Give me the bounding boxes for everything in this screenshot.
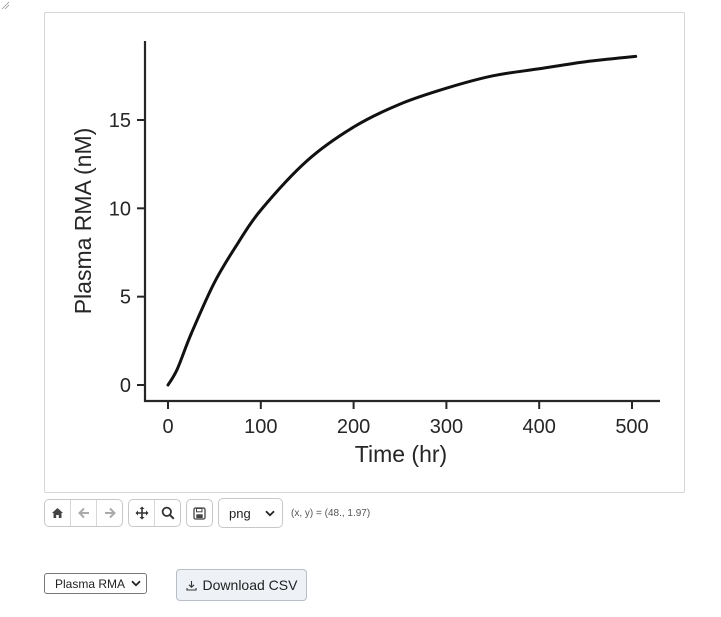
x-tick-label: 500 [615,416,648,438]
series-select-value: Plasma RMA [55,576,126,591]
chevron-down-icon [265,510,275,516]
x-tick-label: 400 [523,416,556,438]
chart-figure[interactable]: 0 100 200 300 400 500 0 5 10 15 Time (hr) Plasma RM… [1,1,685,493]
y-tick-label: 5 [120,287,131,309]
chevron-down-icon [131,580,141,587]
home-icon [52,508,63,518]
cursor-coordinates: (x, y) = (48., 1.97) [291,507,371,519]
plot-toolbar: png (x, y) = (48., 1.97) [44,498,370,528]
pan-button[interactable] [129,500,155,526]
forward-button[interactable] [97,500,122,526]
save-button[interactable] [187,500,212,526]
y-axis-label: Plasma RMA (nM) [70,128,96,315]
y-tick-label: 15 [109,110,131,132]
x-tick-label: 100 [244,416,277,438]
arrow-right-icon [104,507,116,519]
floppy-disk-icon [193,506,206,520]
image-format-select[interactable]: png [218,498,283,528]
x-tick-label: 0 [162,416,173,438]
download-csv-label: Download CSV [202,577,298,593]
download-icon [185,580,197,591]
arrow-left-icon [77,507,89,519]
save-button-group [186,499,213,527]
x-axis-label: Time (hr) [355,441,447,467]
magnifier-icon [161,506,175,520]
navigation-button-group [44,499,123,527]
back-button[interactable] [71,500,97,526]
x-tick-label: 200 [337,416,370,438]
home-button[interactable] [45,500,71,526]
x-tick-label: 300 [430,416,463,438]
zoom-button[interactable] [155,500,180,526]
pan-zoom-button-group [128,499,181,527]
image-format-value: png [229,505,251,521]
series-select[interactable]: Plasma RMA [44,573,147,594]
resize-handle-icon[interactable] [1,1,9,9]
download-csv-button[interactable]: Download CSV [176,569,307,601]
y-tick-label: 10 [109,198,131,220]
y-tick-label: 0 [120,375,131,397]
series-line-plasma-rma [166,54,638,387]
move-icon [135,506,148,520]
